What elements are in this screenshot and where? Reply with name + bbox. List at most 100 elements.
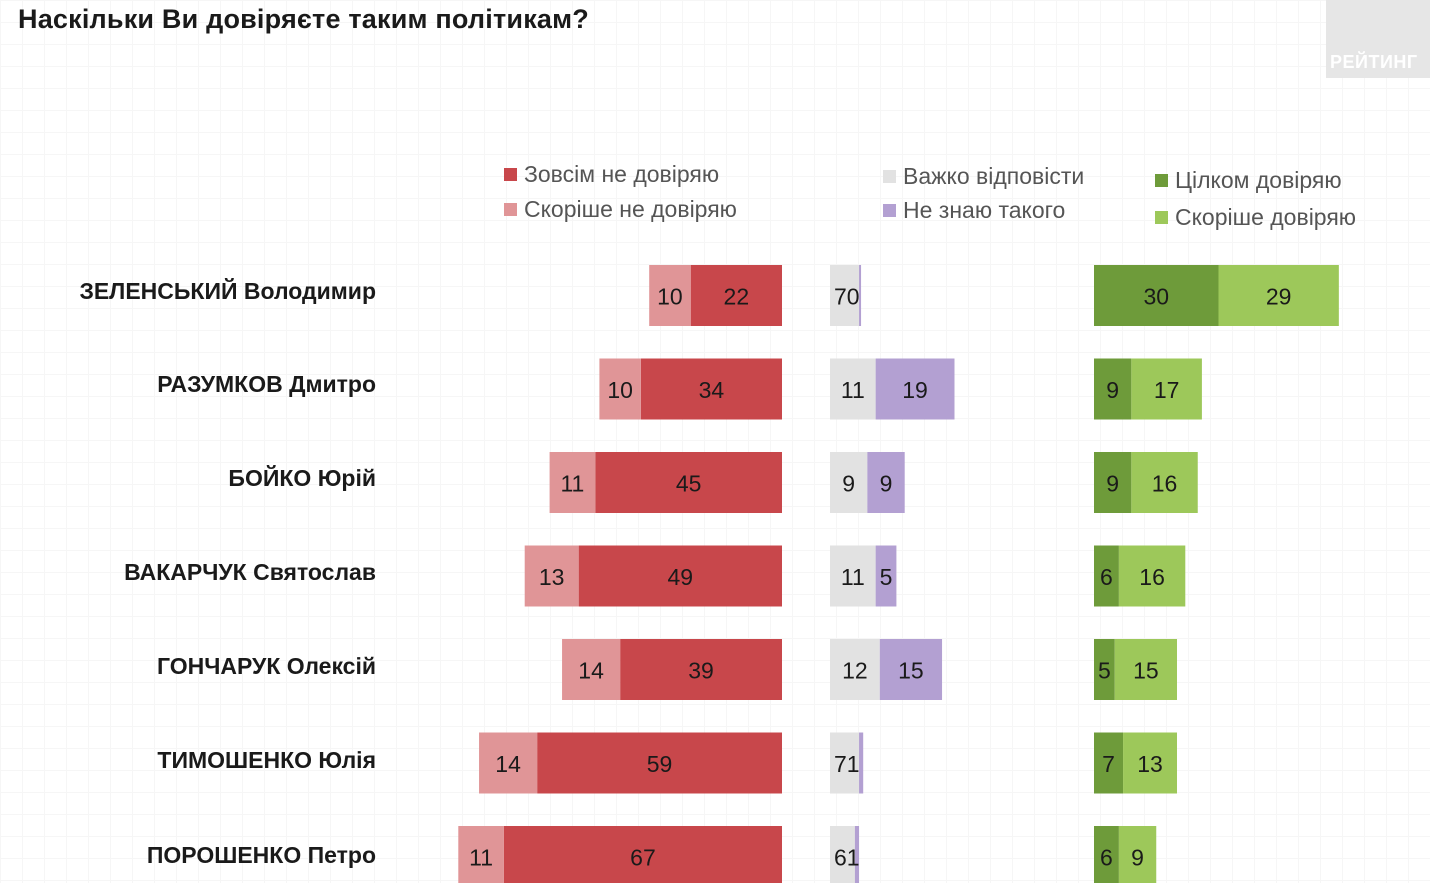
bar-dont-know	[875, 358, 955, 420]
legend-swatch	[883, 170, 896, 183]
value-label-rather-trust: 13	[1137, 751, 1163, 777]
bar-rather-distrust	[599, 358, 641, 420]
bar-rather-distrust	[562, 639, 621, 700]
bar-full-trust	[1094, 265, 1219, 326]
bar-rather-distrust	[524, 545, 579, 607]
bar-hard-to-say	[830, 639, 880, 700]
value-label-rather-trust: 29	[1266, 284, 1292, 310]
bar-full-trust	[1094, 358, 1132, 420]
legend-item-hard-to-say: Важко відповісти	[883, 163, 1084, 190]
value-label-full-trust: 6	[1100, 845, 1113, 871]
legend-swatch	[1155, 174, 1168, 187]
category-label-poroshenko: ПОРОШЕНКО Петро	[146, 842, 376, 868]
bar-full-trust	[1094, 826, 1119, 883]
value-label-rather-distrust: 10	[607, 377, 633, 403]
category-label-razumkov: РАЗУМКОВ Дмитро	[157, 371, 376, 397]
chart-title: Наскільки Ви довіряєте таким політикам?	[18, 4, 590, 34]
bar-dont-know	[875, 545, 897, 607]
value-label-rather-distrust: 11	[469, 845, 493, 871]
bar-full-trust	[1094, 732, 1124, 794]
value-label-strong-distrust: 39	[688, 658, 714, 684]
value-label-rather-trust: 17	[1154, 377, 1180, 403]
bar-rather-trust	[1218, 265, 1339, 326]
value-label-full-trust: 6	[1100, 564, 1113, 590]
value-label-full-trust: 30	[1143, 284, 1169, 310]
bar-strong-distrust	[503, 826, 782, 883]
legend-item-strong-distrust: Зовсім не довіряю	[504, 161, 719, 188]
bar-strong-distrust	[595, 452, 782, 513]
bar-hard-to-say	[830, 358, 876, 420]
value-label-strong-distrust: 59	[647, 751, 673, 777]
value-label-hard-to-say: 11	[841, 564, 865, 590]
category-label-boyko: БОЙКО Юрій	[228, 465, 376, 491]
bar-hard-to-say	[830, 732, 860, 794]
value-label-dont-know: 15	[898, 658, 924, 684]
legend-label: Не знаю такого	[903, 197, 1066, 223]
value-label-rather-trust: 9	[1131, 845, 1144, 871]
value-label-rather-trust: 16	[1139, 564, 1165, 590]
bar-dont-know	[859, 732, 864, 794]
value-label-strong-distrust: 67	[630, 845, 656, 871]
legend-item-rather-trust: Скоріше довіряю	[1155, 204, 1356, 231]
bar-rather-distrust	[458, 826, 504, 883]
value-label-full-trust: 9	[1106, 377, 1119, 403]
bar-rather-distrust	[479, 732, 538, 794]
value-label-hard-to-say: 12	[842, 658, 868, 684]
legend-label: Цілком довіряю	[1175, 167, 1342, 193]
legend-swatch	[1155, 211, 1168, 224]
value-label-dont-know: 19	[902, 377, 928, 403]
legend-label: Скоріше довіряю	[1175, 204, 1357, 230]
bar-hard-to-say	[830, 545, 876, 607]
value-label-hard-to-say-dont-know: 70	[834, 284, 860, 310]
value-label-rather-distrust: 14	[495, 751, 521, 777]
bar-rather-trust	[1118, 826, 1157, 883]
value-label-full-trust: 9	[1106, 471, 1119, 497]
bar-dont-know	[867, 452, 905, 513]
bar-strong-distrust	[620, 639, 782, 700]
legend-swatch	[504, 203, 517, 216]
value-label-strong-distrust: 45	[676, 471, 702, 497]
category-label-vakarchuk: ВАКАРЧУК Святослав	[124, 559, 376, 585]
value-label-hard-to-say-dont-know: 61	[834, 845, 860, 871]
bar-strong-distrust	[578, 545, 782, 607]
logo-text: РЕЙТИНГ	[1330, 52, 1418, 72]
value-label-dont-know: 9	[880, 471, 893, 497]
value-label-hard-to-say: 11	[841, 377, 865, 403]
legend-label: Скоріше не довіряю	[524, 196, 737, 222]
value-label-strong-distrust: 34	[699, 377, 725, 403]
value-label-hard-to-say: 9	[842, 471, 855, 497]
bar-hard-to-say	[830, 826, 855, 883]
bar-dont-know	[859, 265, 862, 326]
value-label-rather-distrust: 10	[657, 284, 683, 310]
value-label-rather-distrust: 11	[560, 471, 584, 497]
value-label-strong-distrust: 49	[668, 564, 694, 590]
rating-logo: РЕЙТИНГ	[1326, 0, 1430, 78]
bar-full-trust	[1094, 452, 1132, 513]
bar-rather-trust	[1118, 545, 1186, 607]
bar-dont-know	[854, 826, 860, 883]
value-label-rather-trust: 16	[1152, 471, 1178, 497]
category-label-tymoshenko: ТИМОШЕНКО Юлія	[157, 747, 376, 773]
bar-rather-distrust	[549, 452, 596, 513]
legend-item-full-trust: Цілком довіряю	[1155, 167, 1342, 194]
category-label-goncharuk: ГОНЧАРУК Олексій	[157, 653, 376, 679]
bar-rather-trust	[1123, 732, 1177, 794]
bar-strong-distrust	[690, 265, 782, 326]
bar-hard-to-say	[830, 265, 860, 326]
value-label-rather-trust: 15	[1133, 658, 1159, 684]
value-label-strong-distrust: 22	[724, 284, 750, 310]
value-label-dont-know: 5	[880, 564, 893, 590]
bar-full-trust	[1094, 545, 1119, 607]
bar-rather-trust	[1131, 452, 1198, 513]
bar-hard-to-say	[830, 452, 868, 513]
bar-strong-distrust	[537, 732, 782, 794]
value-label-rather-distrust: 14	[578, 658, 604, 684]
value-label-rather-distrust: 13	[539, 564, 565, 590]
legend-swatch	[504, 168, 517, 181]
value-label-full-trust: 7	[1102, 751, 1115, 777]
bar-dont-know	[879, 639, 943, 700]
category-label-zelensky: ЗЕЛЕНСЬКИЙ Володимир	[79, 278, 376, 304]
legend-swatch	[883, 204, 896, 217]
bar-full-trust	[1094, 639, 1115, 700]
